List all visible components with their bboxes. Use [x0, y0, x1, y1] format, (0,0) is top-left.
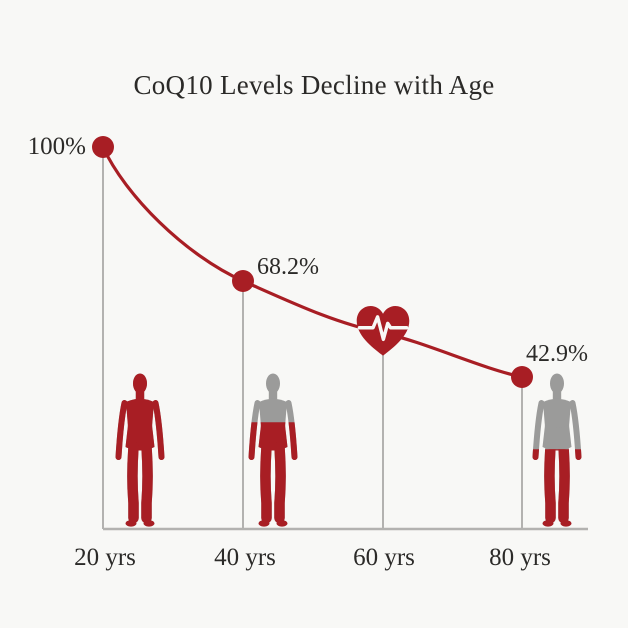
figure-left-leg	[127, 441, 139, 524]
figure-red-fill	[532, 449, 582, 527]
figure-left-arm	[115, 400, 128, 460]
figure-right-arm	[152, 400, 165, 460]
figure-right-leg	[558, 449, 570, 524]
figure-head	[266, 373, 280, 394]
x-axis-label-80yrs: 80 yrs	[489, 544, 551, 571]
figure-right-foot	[143, 520, 155, 527]
figure-right-leg	[274, 441, 286, 524]
heart-shape	[356, 305, 410, 356]
value-label-20yrs: 100%	[27, 133, 86, 160]
figure-torso	[543, 398, 571, 430]
figure-neck	[552, 389, 562, 399]
figure-right-foot	[560, 520, 572, 527]
figure-right-arm	[574, 449, 582, 460]
figure-right-foot	[276, 520, 288, 527]
figure-left-leg	[544, 449, 556, 524]
figure-right-leg	[141, 441, 153, 524]
figure-head	[550, 373, 564, 394]
chart-title: CoQ10 Levels Decline with Age	[133, 70, 495, 100]
body-figure-40yrs	[248, 373, 298, 527]
data-point-dot-0	[92, 136, 114, 158]
figure-right-arm	[569, 400, 582, 460]
data-point-dot-3	[511, 366, 533, 388]
figure-right-arm	[288, 422, 298, 460]
figure-neck	[268, 389, 278, 399]
body-figure-80yrs	[532, 373, 582, 527]
figure-red-fill	[248, 422, 298, 527]
x-axis-label-60yrs: 60 yrs	[353, 544, 415, 571]
body-figure-20yrs	[115, 373, 165, 527]
figure-left-foot	[125, 520, 137, 527]
value-label-80yrs: 42.9%	[526, 341, 588, 367]
figure-left-foot	[542, 520, 554, 527]
pulse-line	[357, 315, 409, 342]
figure-torso	[126, 398, 154, 430]
figure-neck	[135, 389, 145, 399]
figure-left-leg	[260, 441, 272, 524]
value-label-40yrs: 68.2%	[257, 254, 319, 280]
coq10-decline-curve	[101, 146, 523, 379]
figure-red-fill	[115, 373, 165, 527]
x-axis-label-20yrs: 20 yrs	[74, 544, 136, 571]
figure-left-foot	[258, 520, 270, 527]
x-axis-label-40yrs: 40 yrs	[214, 544, 276, 571]
figure-head	[133, 373, 147, 394]
figure-left-arm	[248, 422, 258, 460]
figure-left-arm	[532, 449, 540, 460]
data-point-dot-1	[232, 270, 254, 292]
figure-left-arm	[532, 400, 545, 460]
heart-pulse-icon	[356, 305, 410, 356]
figure-torso	[259, 398, 287, 430]
